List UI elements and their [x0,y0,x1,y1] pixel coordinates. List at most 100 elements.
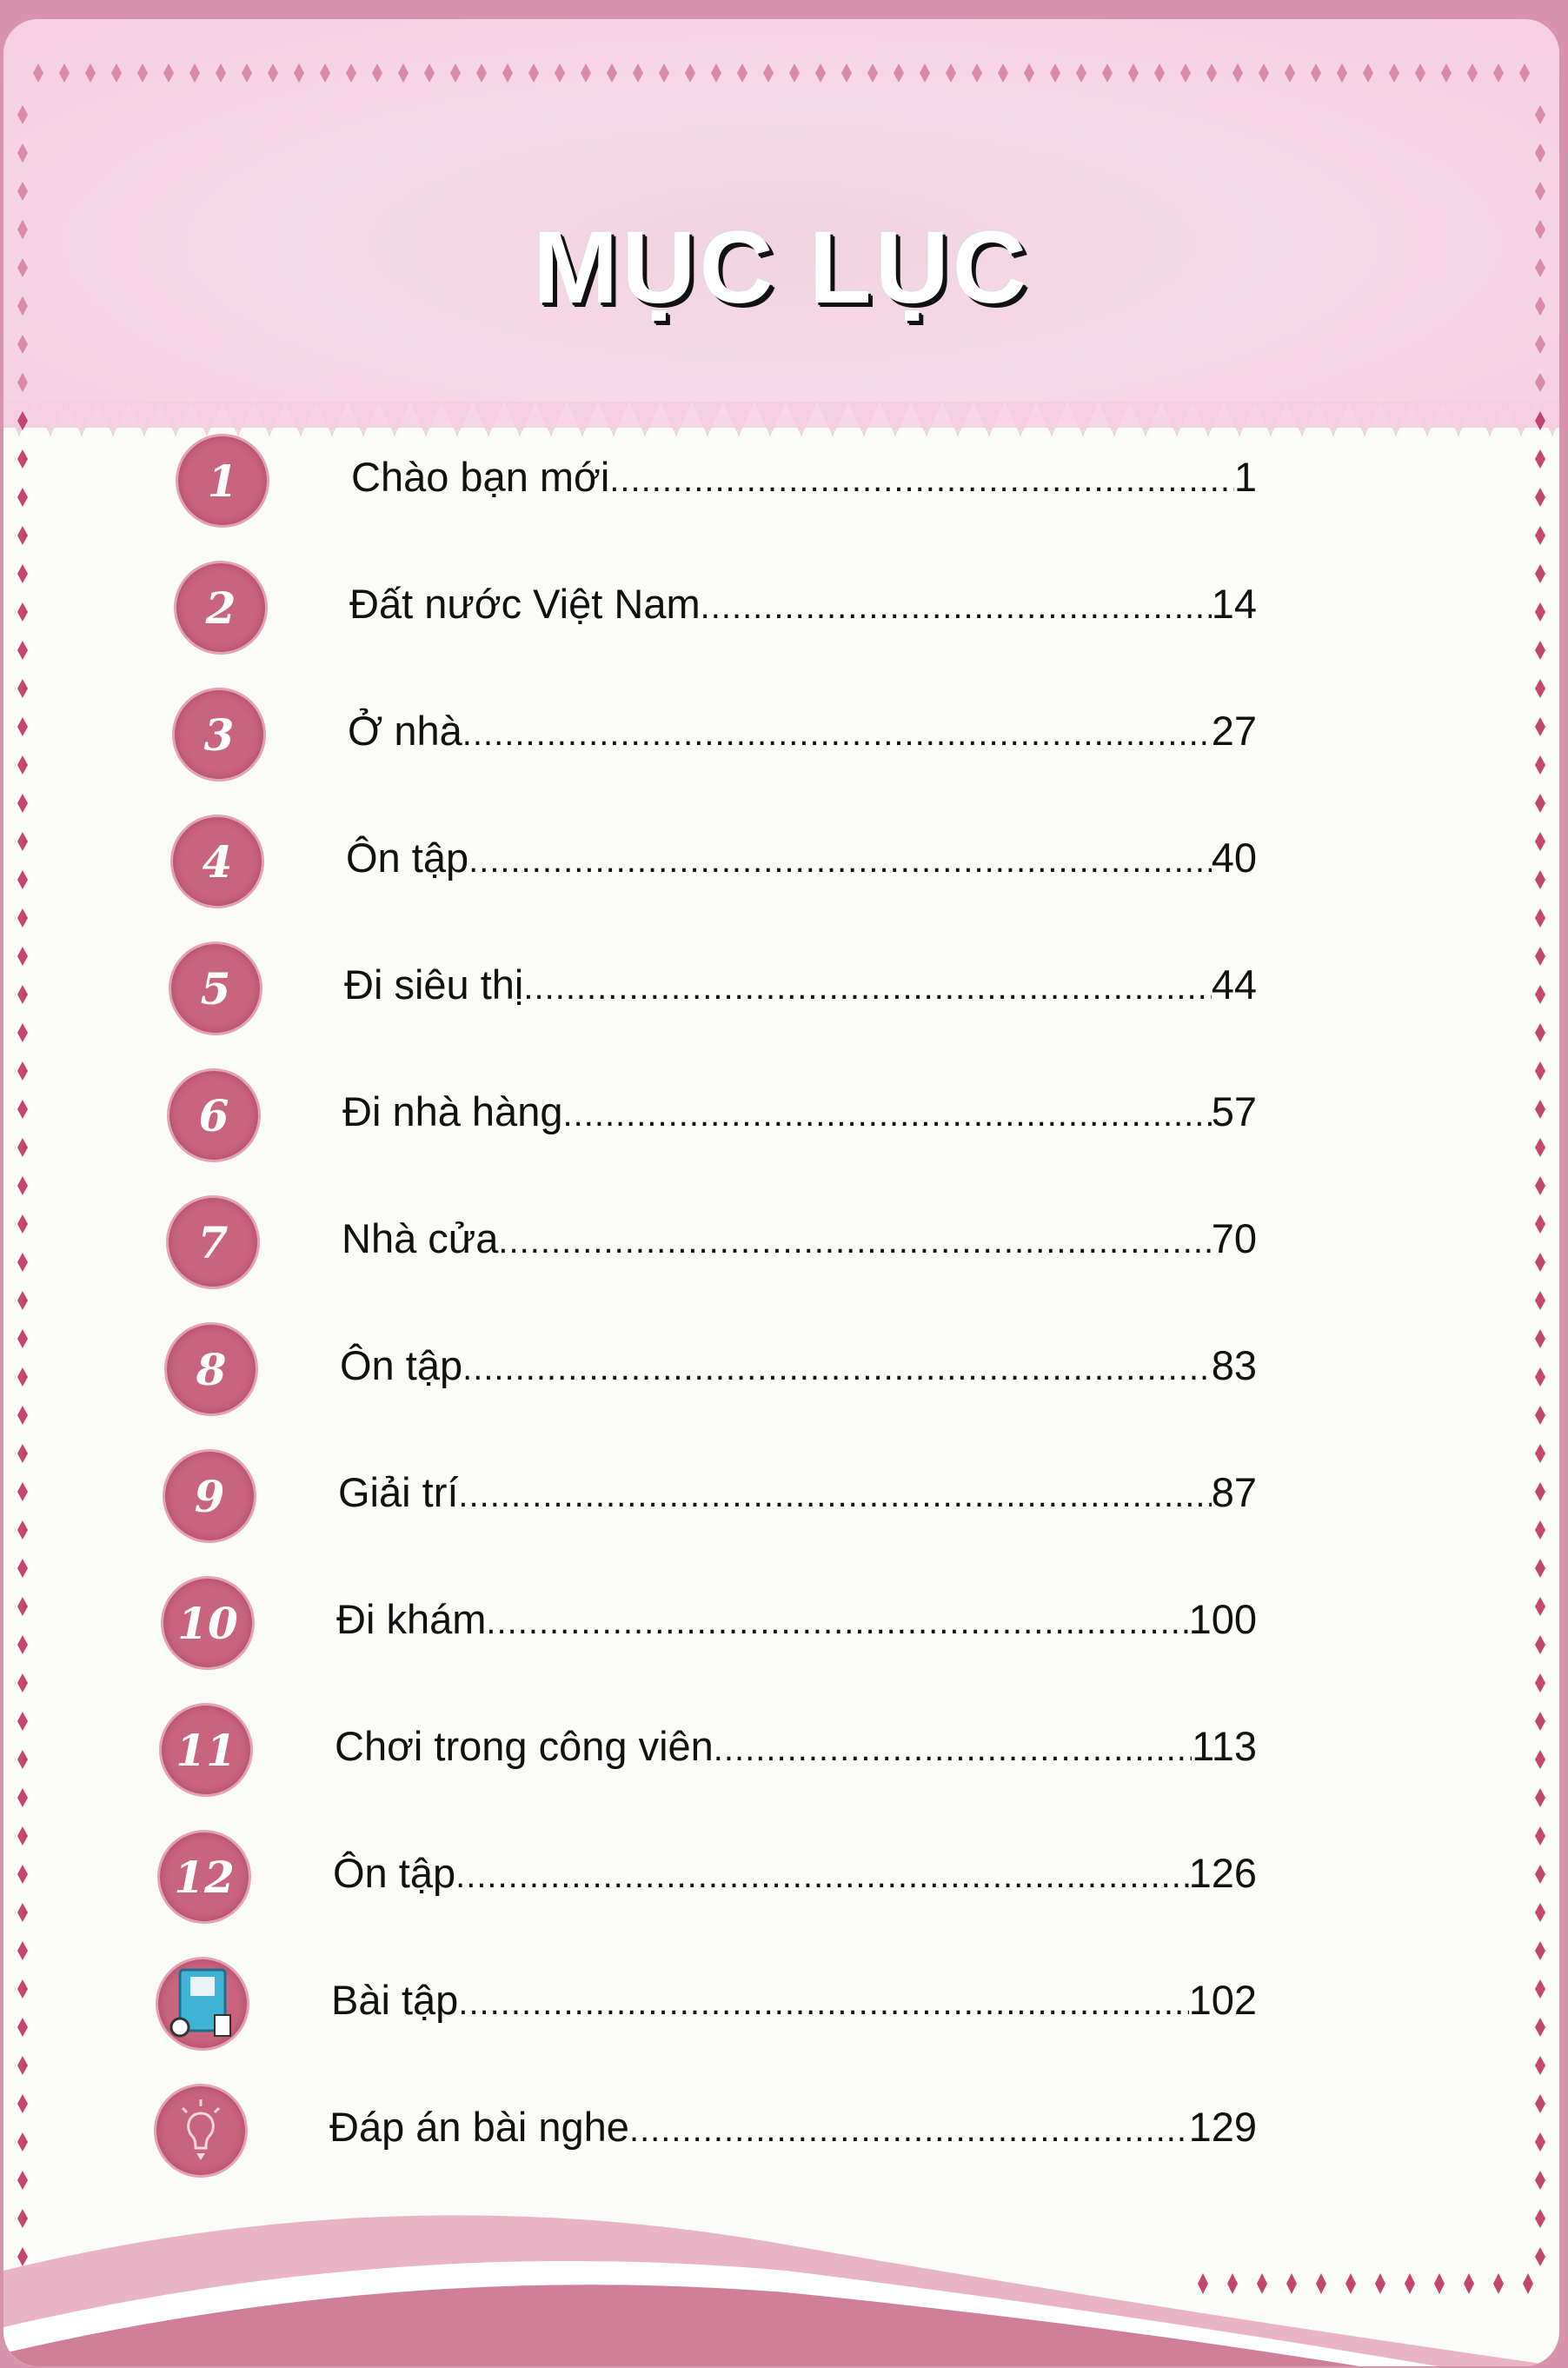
diamond [189,63,200,83]
toc-entry[interactable]: Ôn tập..................................… [346,834,1257,881]
diamond [1286,2273,1297,2294]
diamond [216,63,226,83]
diamond [17,947,28,966]
diamond [1535,2132,1545,2152]
toc-entry[interactable]: Đi nhà hàng.............................… [342,1088,1257,1135]
diamond [111,63,122,83]
diamond [502,63,513,83]
diamond [1441,63,1452,83]
diamond [17,1253,28,1272]
diamond [789,63,800,83]
diamond [1535,296,1545,316]
toc-entry[interactable]: Ôn tập..................................… [340,1341,1257,1389]
toc-entry[interactable]: Ở nhà...................................… [348,707,1257,755]
toc-entry[interactable]: Bài tập.................................… [331,1976,1257,2024]
toc-entry[interactable]: Nhà cửa.................................… [342,1214,1257,1262]
diamond [1535,2171,1545,2190]
workbook-icon [156,1957,249,2051]
diamond [17,143,28,163]
diamond [1154,63,1165,83]
diamond [1535,1253,1545,1272]
toc-entry[interactable]: Chào bạn mới............................… [351,453,1257,501]
entry-title: Ôn tập [346,835,469,881]
toc-entry[interactable]: Đi khám.................................… [336,1595,1257,1643]
diamond [1535,1406,1545,1425]
diamond [1535,1444,1545,1463]
toc-entry[interactable]: Chơi trong công viên....................… [335,1722,1257,1770]
dot-leader: ........................................… [458,1476,1211,1514]
toc-entry[interactable]: Giải trí................................… [338,1468,1257,1516]
diamond [398,63,409,83]
diamond [137,63,148,83]
dot-leader: ........................................… [713,1730,1193,1768]
dot-leader: ........................................… [486,1603,1188,1641]
entry-title: Ở nhà [348,708,462,754]
diamond [1389,63,1399,83]
diamond [17,1635,28,1654]
diamond [17,908,28,928]
chapter-number-badge: 12 [157,1830,251,1924]
diamond [1535,2209,1545,2228]
diamond [17,1520,28,1540]
toc-entry[interactable]: Đáp án bài nghe.........................… [329,2103,1257,2151]
diamond [1535,373,1545,392]
diamond [1535,794,1545,813]
chapter-number-badge: 2 [174,561,268,655]
entry-page-number: 83 [1211,1342,1257,1388]
entry-title: Ôn tập [340,1342,463,1388]
diamond-border [17,63,1545,2294]
chapter-number-badge: 4 [170,815,264,908]
diamond [1535,1100,1545,1119]
diamond [711,63,721,83]
entry-title: Chơi trong công viên [335,1723,714,1769]
chapter-number-badge: 7 [166,1195,260,1289]
diamond [17,1865,28,1884]
diamond [1405,2273,1415,2294]
page-title: MỤC LỤC [532,210,1031,325]
entry-title: Đất nước Việt Nam [349,581,701,627]
diamond [1535,258,1545,277]
diamond [1535,1750,1545,1769]
entry-page-number: 102 [1188,1977,1257,2023]
diamond [85,63,96,83]
entry-page-number: 1 [1233,454,1257,500]
diamond [1535,564,1545,583]
diamond [737,63,747,83]
diamond [1535,1138,1545,1157]
diamond [1535,1329,1545,1348]
diamond [581,63,591,83]
diamond [17,258,28,277]
diamond [1311,63,1321,83]
diamond [17,1482,28,1501]
diamond [633,63,643,83]
toc-entry[interactable]: Đất nước Việt Nam.......................… [349,580,1257,628]
diamond [17,1291,28,1310]
diamond [867,63,878,83]
entry-page-number: 100 [1188,1596,1257,1642]
diamond [1375,2273,1385,2294]
diamond [17,488,28,507]
toc-entry[interactable]: Ôn tập..................................… [333,1849,1257,1897]
diamond [17,1750,28,1769]
diamond [1535,832,1545,851]
diamond [17,679,28,698]
diamond [268,63,278,83]
entry-title: Ôn tập [333,1850,456,1896]
diamond [17,985,28,1004]
dot-leader: ........................................… [700,588,1212,626]
diamond [1535,1061,1545,1081]
diamond [1535,335,1545,354]
diamond [528,63,539,83]
diamond [841,63,852,83]
diamond [1535,641,1545,660]
diamond [17,105,28,124]
diamond [1535,1788,1545,1807]
diamond [17,182,28,201]
diamond [1467,63,1478,83]
entry-title: Chào bạn mới [351,454,610,500]
diamond [1535,1941,1545,1960]
entry-title: Nhà cửa [342,1215,499,1261]
toc-entry[interactable]: Đi siêu thị.............................… [344,961,1257,1008]
diamond [1535,1826,1545,1846]
diamond [424,63,435,83]
